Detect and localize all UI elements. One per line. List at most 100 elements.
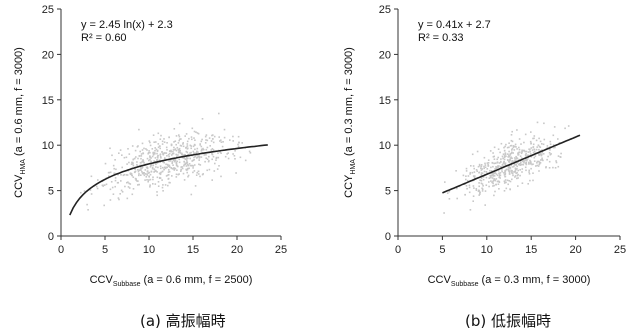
scatter-point bbox=[488, 185, 490, 188]
scatter-point bbox=[492, 175, 495, 177]
scatter-point bbox=[187, 157, 189, 160]
scatter-point bbox=[529, 179, 531, 182]
scatter-point bbox=[510, 156, 512, 158]
scatter-point bbox=[211, 134, 213, 137]
scatter-point bbox=[132, 162, 134, 165]
scatter-point bbox=[173, 168, 176, 170]
scatter-point bbox=[212, 141, 215, 144]
scatter-point bbox=[482, 185, 484, 187]
scatter-point bbox=[131, 193, 134, 196]
scatter-point bbox=[151, 155, 154, 158]
scatter-point bbox=[220, 152, 222, 154]
scatter-point bbox=[113, 172, 115, 175]
scatter-point bbox=[513, 165, 515, 168]
scatter-point bbox=[487, 163, 489, 166]
scatter-point bbox=[152, 178, 154, 181]
scatter-point bbox=[492, 174, 495, 176]
scatter-point bbox=[186, 145, 189, 147]
scatter-point bbox=[212, 134, 214, 136]
scatter-point bbox=[172, 168, 174, 170]
scatter-point bbox=[175, 173, 178, 176]
scatter-point bbox=[532, 163, 534, 165]
scatter-point bbox=[550, 153, 552, 155]
scatter-point bbox=[175, 163, 178, 165]
scatter-point bbox=[518, 148, 521, 151]
scatter-point bbox=[514, 169, 517, 171]
scatter-point bbox=[140, 174, 142, 176]
scatter-point bbox=[197, 132, 200, 135]
scatter-point bbox=[237, 145, 240, 148]
scatter-point bbox=[180, 166, 182, 168]
scatter-point bbox=[222, 141, 224, 143]
scatter-point bbox=[128, 187, 131, 189]
scatter-point bbox=[210, 149, 213, 151]
scatter-point bbox=[512, 145, 515, 147]
scatter-point bbox=[542, 159, 544, 162]
scatter-point bbox=[131, 145, 134, 147]
scatter-point bbox=[530, 155, 533, 158]
scatter-point bbox=[199, 144, 201, 146]
scatter-point bbox=[215, 159, 217, 161]
scatter-point bbox=[481, 190, 484, 192]
scatter-point bbox=[150, 160, 152, 163]
scatter-point bbox=[132, 158, 134, 161]
scatter-point bbox=[177, 151, 180, 154]
scatter-point bbox=[208, 137, 211, 139]
scatter-point bbox=[525, 163, 528, 166]
scatter-point bbox=[140, 155, 143, 157]
scatter-point bbox=[192, 145, 195, 148]
scatter-point bbox=[478, 182, 480, 184]
scatter-point bbox=[539, 153, 541, 156]
scatter-point bbox=[149, 144, 152, 147]
scatter-point bbox=[500, 142, 503, 145]
scatter-point bbox=[523, 141, 525, 144]
scatter-point bbox=[162, 166, 164, 169]
r-squared-b: R² = 0.33 bbox=[418, 32, 464, 44]
scatter-point bbox=[129, 173, 132, 175]
scatter-point bbox=[176, 155, 178, 158]
scatter-point bbox=[501, 169, 503, 171]
scatter-point bbox=[478, 189, 480, 192]
scatter-point bbox=[533, 137, 535, 140]
scatter-point bbox=[86, 203, 88, 206]
scatter-point bbox=[172, 149, 175, 151]
scatter-point bbox=[136, 165, 139, 167]
scatter-point bbox=[187, 164, 190, 167]
scatter-point bbox=[138, 169, 141, 171]
x-axis-label-b-main: CCV bbox=[428, 274, 452, 286]
scatter-point bbox=[443, 212, 445, 214]
scatter-point bbox=[524, 133, 527, 136]
scatter-point bbox=[468, 184, 471, 187]
scatter-point bbox=[114, 177, 117, 179]
scatter-point bbox=[116, 182, 119, 184]
scatter-point bbox=[516, 174, 519, 177]
scatter-point bbox=[517, 177, 519, 179]
scatter-point bbox=[174, 167, 177, 170]
scatter-point bbox=[557, 155, 560, 157]
scatter-point bbox=[526, 159, 528, 162]
scatter-point bbox=[127, 148, 129, 150]
scatter-point bbox=[518, 163, 521, 165]
scatter-point bbox=[473, 187, 475, 189]
scatter-point bbox=[211, 179, 213, 181]
scatter-point bbox=[188, 137, 190, 140]
scatter-point bbox=[504, 173, 507, 175]
scatter-point bbox=[211, 153, 214, 156]
scatter-point bbox=[476, 170, 478, 172]
scatter-point bbox=[180, 168, 182, 171]
scatter-point bbox=[483, 156, 486, 159]
scatter-point bbox=[481, 183, 484, 185]
scatter-point bbox=[178, 134, 180, 136]
scatter-point bbox=[200, 145, 203, 148]
scatter-point bbox=[140, 162, 142, 164]
scatter-point bbox=[128, 182, 130, 185]
scatter-point bbox=[136, 146, 139, 148]
scatter-point bbox=[161, 143, 164, 145]
scatter-point bbox=[216, 168, 219, 170]
scatter-point bbox=[193, 170, 196, 172]
scatter-point bbox=[156, 176, 159, 179]
scatter-point bbox=[182, 172, 185, 175]
scatter-point bbox=[508, 146, 510, 149]
scatter-point bbox=[515, 155, 517, 158]
scatter-point bbox=[509, 167, 512, 169]
